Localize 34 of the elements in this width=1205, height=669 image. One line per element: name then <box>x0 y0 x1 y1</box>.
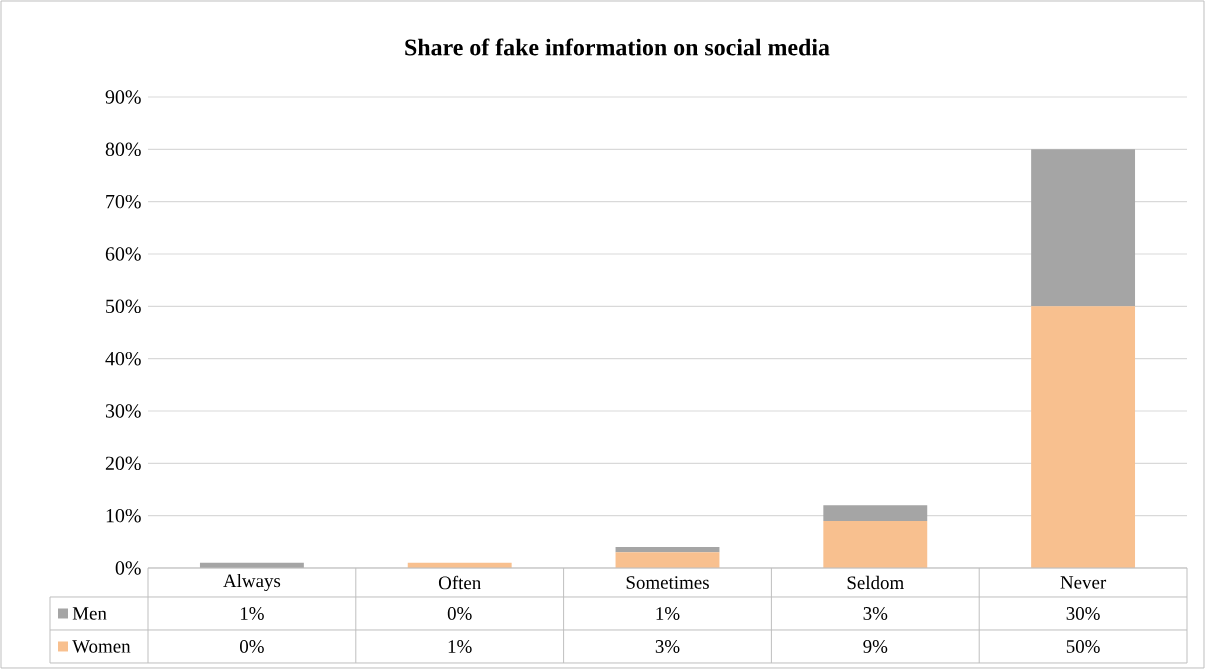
y-tick-label: 90% <box>105 90 141 104</box>
bar <box>823 505 928 521</box>
y-tick-label: 40% <box>105 351 141 366</box>
data-label: 1% <box>240 607 264 620</box>
y-tick-label: 30% <box>105 404 141 418</box>
bar <box>1031 306 1136 568</box>
x-tick-label: Never <box>1060 576 1107 589</box>
y-tick-label: 20% <box>105 456 141 471</box>
data-label: 30% <box>1066 607 1100 620</box>
x-tick-label: Always <box>223 573 281 592</box>
data-label: 0% <box>447 607 472 620</box>
bar <box>615 547 720 553</box>
data-label: 3% <box>863 607 888 620</box>
data-label: 50% <box>1066 640 1100 653</box>
data-label: 1% <box>448 640 472 653</box>
x-tick-label: Seldom <box>847 575 904 590</box>
data-label: 0% <box>240 640 264 653</box>
y-tick-label: 0% <box>115 561 141 575</box>
y-tick-label: 70% <box>106 194 141 209</box>
bar <box>1031 149 1136 307</box>
y-tick-label: 10% <box>106 508 141 523</box>
x-tick-label: Often <box>438 575 481 590</box>
x-tick-label: Sometimes <box>626 576 709 589</box>
legend-label: Men <box>72 607 107 620</box>
bar <box>823 520 928 568</box>
data-label: 9% <box>863 640 888 653</box>
y-tick-label: 50% <box>106 299 141 314</box>
y-tick-label: 60% <box>105 247 141 261</box>
y-tick-label: 80% <box>105 142 141 157</box>
bar <box>615 552 720 568</box>
data-label: 3% <box>655 640 680 653</box>
legend-label: Women <box>72 640 131 653</box>
data-label: 1% <box>656 607 680 620</box>
chart-title: Share of fake information on social media <box>405 38 830 56</box>
